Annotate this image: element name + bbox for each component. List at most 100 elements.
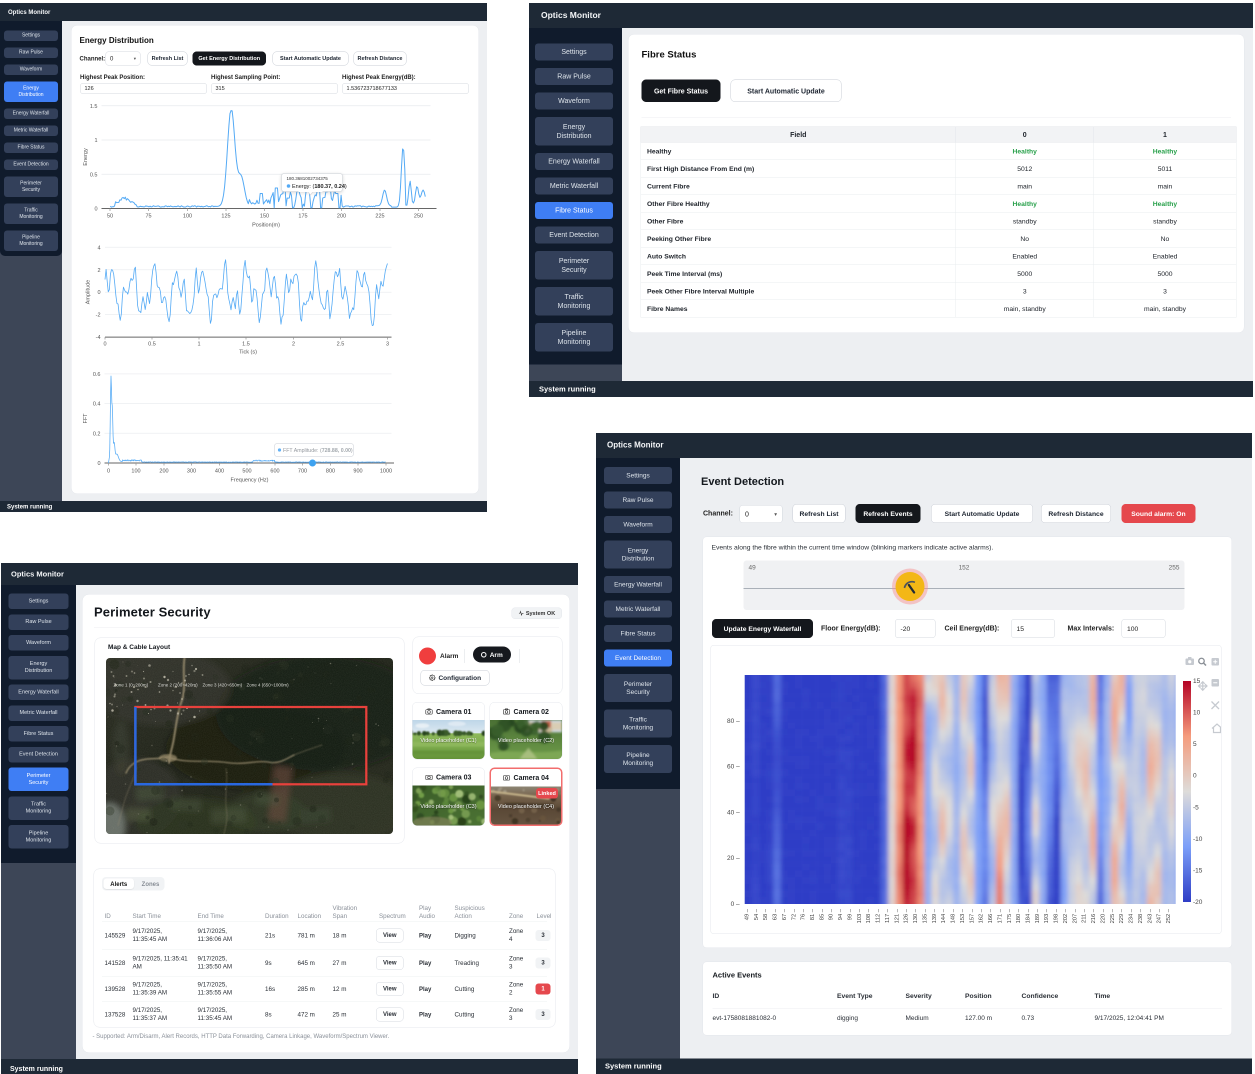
svg-text:0: 0: [103, 342, 106, 348]
svg-text:58 –: 58 –: [763, 908, 769, 920]
svg-text:80 –: 80 –: [727, 718, 740, 725]
svg-text:3: 3: [386, 342, 389, 348]
svg-text:200: 200: [159, 469, 168, 475]
svg-text:75: 75: [145, 214, 151, 220]
svg-text:148 –: 148 –: [951, 908, 957, 923]
svg-text:150: 150: [260, 214, 269, 220]
svg-text:103 –: 103 –: [857, 908, 863, 923]
svg-text:180.3681002734375: 180.3681002734375: [287, 176, 329, 181]
svg-text:175 –: 175 –: [1007, 908, 1013, 923]
svg-text:50: 50: [107, 214, 113, 220]
svg-text:0.2: 0.2: [93, 431, 101, 437]
svg-text:216 –: 216 –: [1091, 908, 1097, 923]
svg-text:225: 225: [375, 214, 384, 220]
svg-text:225 –: 225 –: [1110, 908, 1116, 923]
svg-text:0 –: 0 –: [731, 901, 740, 908]
svg-text:Tick (s): Tick (s): [239, 350, 257, 356]
svg-text:2.5: 2.5: [337, 342, 345, 348]
svg-text:FFT Amplitude: (728.88, 0.00): FFT Amplitude: (728.88, 0.00): [283, 448, 353, 454]
svg-text:800: 800: [326, 469, 335, 475]
svg-text:0.4: 0.4: [93, 402, 101, 408]
svg-text:0: 0: [97, 290, 100, 296]
svg-text:-5: -5: [1193, 804, 1199, 811]
svg-text:1: 1: [94, 138, 97, 144]
svg-text:121 –: 121 –: [894, 908, 900, 923]
svg-text:0: 0: [94, 207, 97, 213]
svg-text:200: 200: [337, 214, 346, 220]
svg-text:-20: -20: [1193, 899, 1203, 906]
svg-text:0: 0: [1193, 773, 1197, 780]
svg-text:72 –: 72 –: [791, 908, 797, 920]
svg-text:144 –: 144 –: [941, 908, 947, 923]
svg-text:0.5: 0.5: [90, 172, 98, 178]
svg-text:600: 600: [270, 469, 279, 475]
svg-text:247 –: 247 –: [1157, 908, 1163, 923]
svg-text:153 –: 153 –: [960, 908, 966, 923]
svg-text:Frequency (Hz): Frequency (Hz): [231, 478, 269, 484]
svg-text:10: 10: [1193, 710, 1201, 717]
svg-text:211 –: 211 –: [1082, 908, 1088, 923]
svg-text:139 –: 139 –: [932, 908, 938, 923]
svg-text:112 –: 112 –: [876, 908, 882, 923]
svg-text:76 –: 76 –: [801, 908, 807, 920]
svg-text:229 –: 229 –: [1119, 908, 1125, 923]
svg-text:15: 15: [1193, 678, 1201, 685]
svg-text:1.5: 1.5: [242, 342, 250, 348]
svg-text:Zone 3 (420~650m): Zone 3 (420~650m): [203, 683, 243, 688]
svg-text:193 –: 193 –: [1044, 908, 1050, 923]
svg-text:175: 175: [298, 214, 307, 220]
svg-text:-10: -10: [1193, 836, 1203, 843]
svg-text:90 –: 90 –: [829, 908, 835, 920]
svg-text:5: 5: [1193, 741, 1197, 748]
svg-text:49 –: 49 –: [744, 908, 750, 920]
svg-text:67 –: 67 –: [782, 908, 788, 920]
svg-text:238 –: 238 –: [1138, 908, 1144, 923]
svg-text:162 –: 162 –: [979, 908, 985, 923]
svg-text:2: 2: [292, 342, 295, 348]
svg-text:135 –: 135 –: [922, 908, 928, 923]
svg-text:117 –: 117 –: [885, 908, 891, 923]
svg-text:-2: -2: [96, 313, 101, 319]
svg-text:900: 900: [353, 469, 362, 475]
svg-text:94 –: 94 –: [838, 908, 844, 920]
svg-text:220 –: 220 –: [1100, 908, 1106, 923]
svg-text:0.5: 0.5: [148, 342, 156, 348]
svg-text:20 –: 20 –: [727, 855, 740, 862]
svg-text:300: 300: [187, 469, 196, 475]
svg-text:125: 125: [221, 214, 230, 220]
svg-text:0: 0: [107, 469, 110, 475]
svg-text:243 –: 243 –: [1147, 908, 1153, 923]
svg-text:Energy: Energy: [83, 148, 89, 166]
svg-text:0: 0: [97, 461, 100, 467]
svg-text:180 –: 180 –: [1016, 908, 1022, 923]
svg-text:4: 4: [97, 246, 100, 252]
svg-text:85 –: 85 –: [819, 908, 825, 920]
svg-text:81 –: 81 –: [810, 908, 816, 920]
svg-text:207 –: 207 –: [1072, 908, 1078, 923]
svg-text:108 –: 108 –: [866, 908, 872, 923]
svg-text:Zone 1 (0~200m): Zone 1 (0~200m): [114, 683, 149, 688]
svg-text:400: 400: [215, 469, 224, 475]
svg-text:40 –: 40 –: [727, 809, 740, 816]
svg-text:Zone 4 (650~1000m): Zone 4 (650~1000m): [247, 683, 290, 688]
svg-text:1000: 1000: [380, 469, 392, 475]
svg-text:100: 100: [131, 469, 140, 475]
svg-text:FFT: FFT: [83, 413, 89, 424]
svg-text:1: 1: [197, 342, 200, 348]
svg-text:157 –: 157 –: [969, 908, 975, 923]
svg-text:700: 700: [298, 469, 307, 475]
svg-text:Amplitude: Amplitude: [86, 280, 92, 304]
svg-text:2: 2: [97, 268, 100, 274]
svg-text:-15: -15: [1193, 867, 1203, 874]
svg-text:60 –: 60 –: [727, 764, 740, 771]
svg-text:189 –: 189 –: [1035, 908, 1041, 923]
svg-text:198 –: 198 –: [1054, 908, 1060, 923]
svg-text:250: 250: [414, 214, 423, 220]
svg-text:252 –: 252 –: [1166, 908, 1172, 923]
svg-text:202 –: 202 –: [1063, 908, 1069, 923]
svg-text:100: 100: [183, 214, 192, 220]
svg-text:54 –: 54 –: [754, 908, 760, 920]
svg-text:0.6: 0.6: [93, 372, 101, 378]
svg-text:-4: -4: [96, 335, 101, 341]
svg-text:130 –: 130 –: [913, 908, 919, 923]
